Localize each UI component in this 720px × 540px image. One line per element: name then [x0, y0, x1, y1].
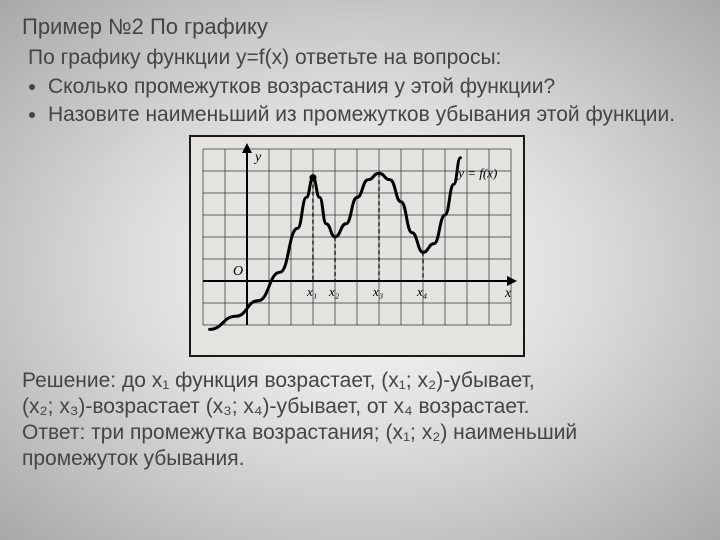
solution-line: Решение: до x₁ функция возрастает, (x₁; …: [22, 368, 692, 394]
svg-text:y: y: [253, 150, 262, 165]
chart-frame: y x Oy = f(x) x₁ x₂ x₃ x₄: [189, 135, 525, 357]
svg-text:x₂: x₂: [328, 284, 340, 299]
solution-line: Ответ: три промежутка возрастания; (x₁; …: [22, 420, 692, 446]
solution-line: (x₂; x₃)-возрастает (x₃; x₄)-убывает, от…: [22, 394, 692, 420]
question-item: Сколько промежутков возрастания у этой ф…: [48, 74, 692, 100]
svg-text:x₃: x₃: [372, 284, 383, 299]
example-title: Пример №2 По графику: [22, 14, 692, 40]
svg-text:O: O: [233, 264, 243, 279]
svg-text:x₄: x₄: [416, 284, 428, 299]
question-item: Назовите наименьший из промежутков убыва…: [48, 102, 692, 128]
svg-text:x₁: x₁: [306, 284, 317, 299]
question-list: Сколько промежутков возрастания у этой ф…: [22, 74, 692, 129]
solution-line: промежуток убывания.: [22, 446, 692, 472]
example-subtitle: По графику функции y=f(x) ответьте на во…: [28, 46, 692, 70]
chart-container: y x Oy = f(x) x₁ x₂ x₃ x₄: [22, 135, 692, 362]
svg-text:x: x: [504, 286, 512, 301]
solution-text: Решение: до x₁ функция возрастает, (x₁; …: [22, 368, 692, 473]
svg-text:y = f(x): y = f(x): [456, 165, 497, 180]
function-graph: y x Oy = f(x) x₁ x₂ x₃ x₄: [195, 141, 519, 351]
